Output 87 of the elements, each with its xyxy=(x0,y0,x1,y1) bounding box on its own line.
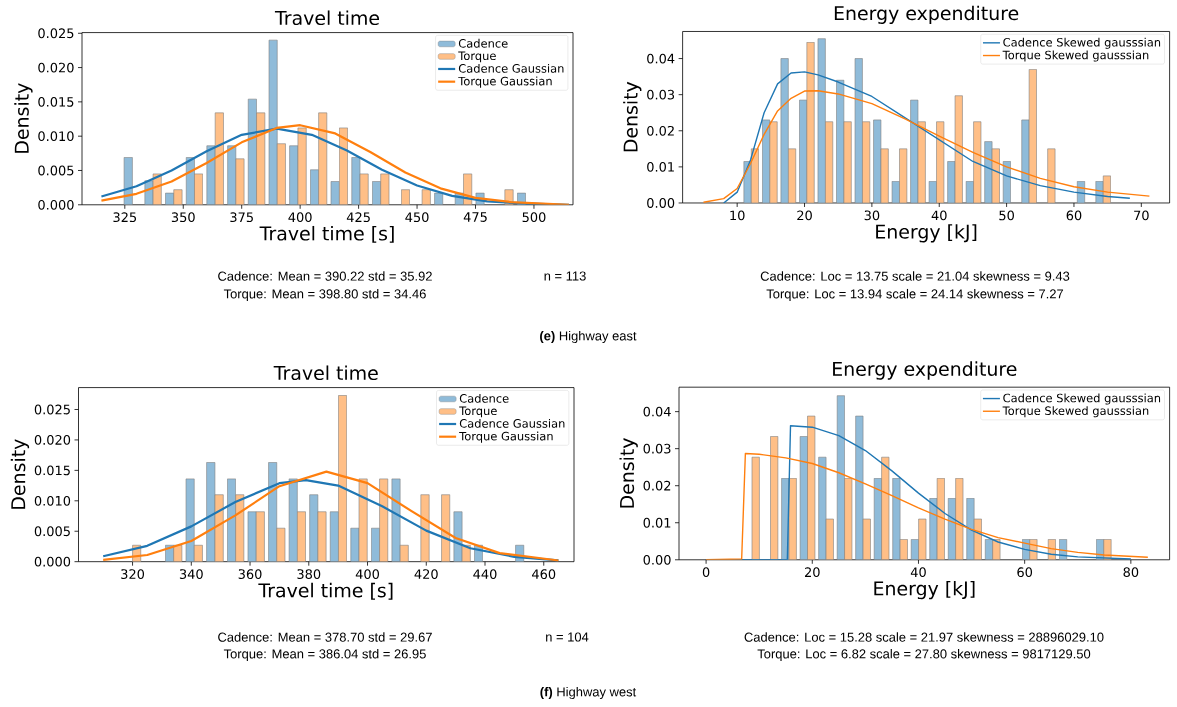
x-tick-label: 0 xyxy=(702,567,710,578)
x-tick-label: 380 xyxy=(297,569,321,579)
y-axis-title: Density xyxy=(619,438,638,508)
y-tick-label: 0.015 xyxy=(38,96,74,107)
chart-title: Travel time xyxy=(274,10,380,26)
x-tick-label: 450 xyxy=(405,212,429,223)
x-tick-label: 325 xyxy=(113,212,137,223)
y-tick-label: 0.00 xyxy=(647,198,675,208)
text: Cadence: Mean = 378.70 std = 29.67 xyxy=(218,632,432,642)
text: Cadence: Loc = 15.28 scale = 21.97 skewness = 28896029.10 xyxy=(744,632,1104,642)
x-tick-label: 350 xyxy=(171,212,195,223)
legend-label: Cadence Skewed gausssian xyxy=(1003,37,1161,49)
x-tick-label: 360 xyxy=(238,569,262,579)
x-tick-label: 400 xyxy=(288,212,312,223)
x-tick-label: 20 xyxy=(797,210,812,221)
text: n = 104 xyxy=(546,632,589,642)
text: n = 113 xyxy=(544,271,586,281)
text: Cadence: Mean = 390.22 std = 35.92 xyxy=(218,271,432,281)
legend-label: Torque Gaussian xyxy=(459,431,553,443)
y-tick-label: 0.005 xyxy=(34,526,70,537)
y-axis-title: Density xyxy=(10,439,30,509)
y-tick-label: 0.020 xyxy=(34,435,71,445)
x-tick-label: 60 xyxy=(1017,567,1033,578)
text: Torque: Mean = 386.04 std = 26.95 xyxy=(223,648,426,662)
y-tick-label: 0.01 xyxy=(647,161,674,172)
x-tick-label: 420 xyxy=(414,569,438,579)
x-tick-label: 30 xyxy=(864,210,880,221)
x-axis-title: Travel time [s] xyxy=(258,582,393,600)
y-tick-label: 0.04 xyxy=(647,53,675,64)
legend-label: Torque Skewed gausssian xyxy=(1002,50,1149,62)
x-tick-label: 10 xyxy=(730,210,745,221)
chart-title: Energy expenditure xyxy=(833,361,1017,380)
y-tick-label: 0.010 xyxy=(38,131,74,142)
y-tick-label: 0.005 xyxy=(38,165,74,176)
y-tick-label: 0.04 xyxy=(643,406,671,417)
x-tick-label: 80 xyxy=(1123,567,1139,578)
x-tick-label: 440 xyxy=(473,569,497,579)
legend-label: Torque Gaussian xyxy=(458,76,552,88)
legend-label: Cadence xyxy=(459,393,509,403)
y-tick-label: 0.000 xyxy=(38,199,74,210)
x-tick-label: 320 xyxy=(121,569,145,579)
x-tick-label: 20 xyxy=(805,567,820,578)
x-tick-label: 375 xyxy=(230,212,253,223)
legend-label: Cadence Gaussian xyxy=(458,63,564,73)
legend-label: Torque Skewed gausssian xyxy=(1002,406,1149,418)
legend-label: Cadence Gaussian xyxy=(459,418,565,428)
text: (f) Highway west xyxy=(540,686,637,700)
legend-label: Torque xyxy=(458,51,496,63)
y-tick-label: 0.02 xyxy=(643,480,671,491)
x-tick-label: 40 xyxy=(931,210,947,221)
y-axis-title: Density xyxy=(623,81,642,152)
y-tick-label: 0.02 xyxy=(647,125,674,136)
x-tick-label: 70 xyxy=(1134,210,1149,221)
x-tick-label: 60 xyxy=(1066,210,1082,221)
y-tick-label: 0.025 xyxy=(38,28,74,39)
legend-label: Cadence xyxy=(458,38,508,48)
x-tick-label: 425 xyxy=(346,212,370,223)
y-tick-label: 0.015 xyxy=(34,465,70,476)
y-tick-label: 0.01 xyxy=(643,517,671,528)
y-tick-label: 0.03 xyxy=(643,443,671,454)
x-tick-label: 475 xyxy=(463,212,487,222)
x-tick-label: 500 xyxy=(522,212,546,223)
y-tick-label: 0.010 xyxy=(34,495,71,506)
chart-title: Travel time xyxy=(273,365,378,381)
chart-title: Energy expenditure xyxy=(834,5,1019,24)
y-tick-label: 0.020 xyxy=(38,62,74,73)
x-tick-label: 400 xyxy=(355,569,380,579)
x-axis-title: Energy [kJ] xyxy=(876,224,977,243)
y-tick-label: 0.03 xyxy=(647,89,675,100)
text: Cadence: Loc = 13.75 scale = 21.04 skewness = 9.43 xyxy=(760,271,1070,281)
legend-label: Torque xyxy=(459,406,497,418)
text: Torque: Loc = 6.82 scale = 27.80 skewness = 9817129.50 xyxy=(757,648,1091,662)
x-tick-label: 460 xyxy=(532,569,556,579)
x-tick-label: 40 xyxy=(910,567,926,578)
y-tick-label: 0.000 xyxy=(34,556,71,567)
y-tick-label: 0.00 xyxy=(643,554,671,565)
x-tick-label: 50 xyxy=(999,210,1014,221)
x-axis-title: Travel time [s] xyxy=(259,225,394,243)
text: Torque: Mean = 398.80 std = 34.46 xyxy=(223,288,426,302)
y-tick-label: 0.025 xyxy=(34,404,70,415)
text: Torque: Loc = 13.94 scale = 24.14 skewness = 7.27 xyxy=(766,288,1064,302)
x-axis-title: Energy [kJ] xyxy=(874,580,975,600)
line-series xyxy=(702,89,1151,203)
legend-label: Cadence Skewed gausssian xyxy=(1003,393,1161,405)
text: (e) Highway east xyxy=(540,330,637,344)
x-tick-label: 340 xyxy=(179,569,203,579)
y-axis-title: Density xyxy=(14,83,33,153)
